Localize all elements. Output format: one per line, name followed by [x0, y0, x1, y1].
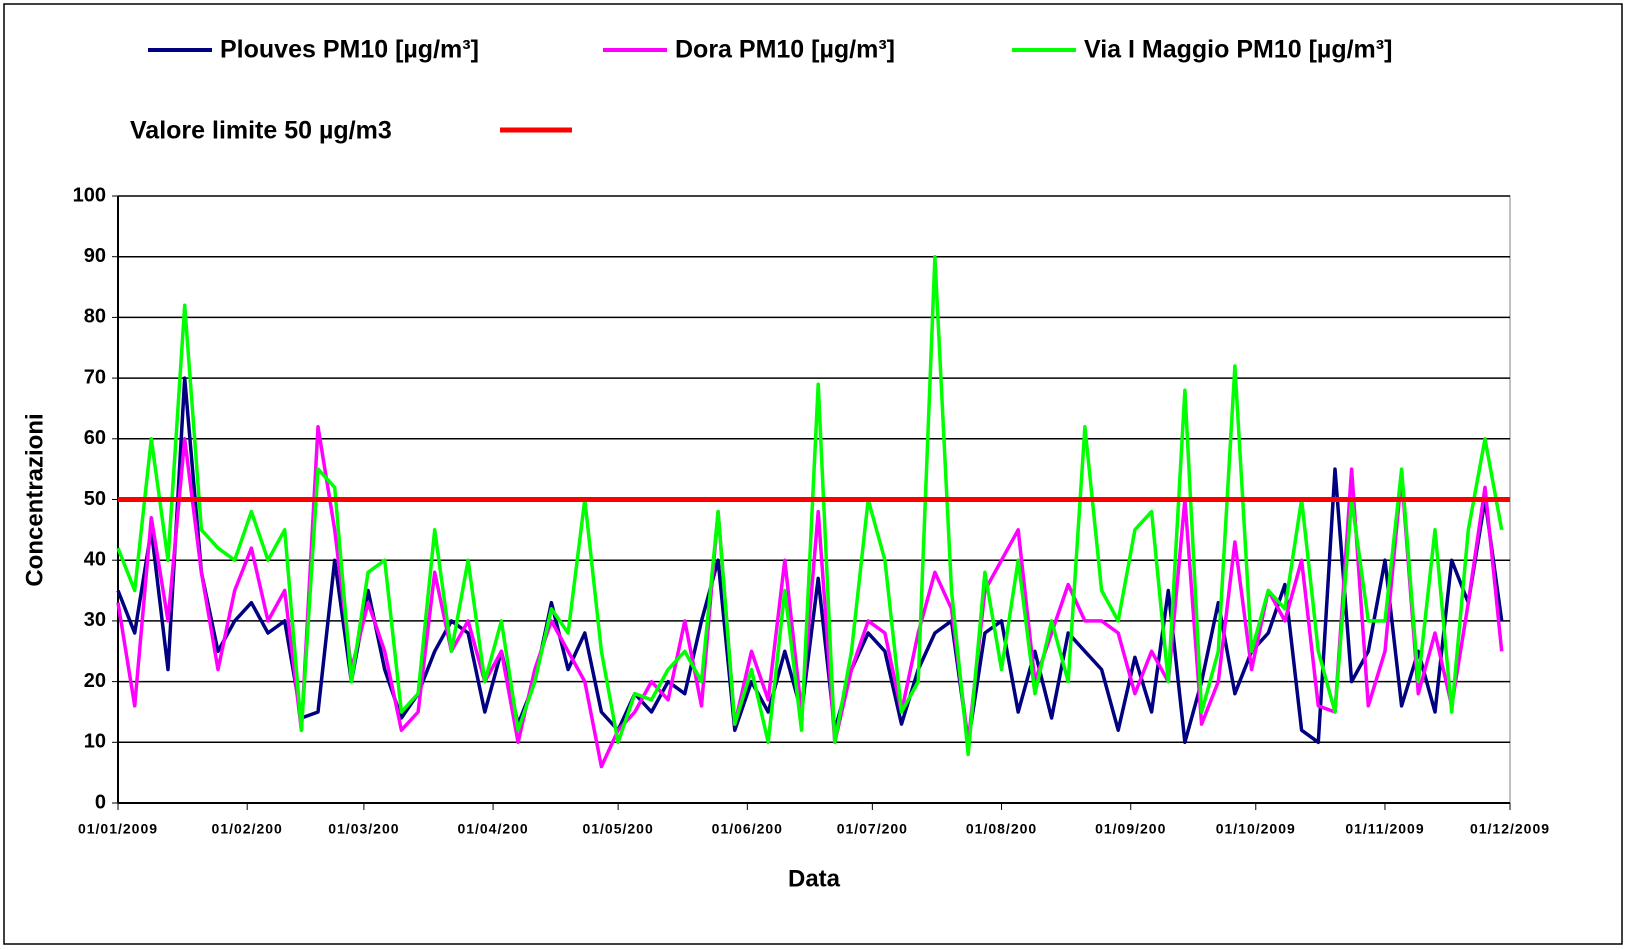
x-axis-label: Data	[788, 865, 841, 892]
y-tick-label: 10	[84, 731, 106, 753]
y-tick-label: 90	[84, 245, 106, 267]
x-tick-label: 01/12/2009	[1470, 821, 1550, 837]
x-tick-label: 01/07/200	[837, 821, 908, 837]
y-tick-label: 70	[84, 366, 106, 388]
y-tick-label: 100	[73, 184, 106, 206]
legend-label: Dora PM10 [µg/m³]	[675, 36, 895, 64]
x-tick-label: 01/01/2009	[78, 821, 158, 837]
x-tick-label: 01/09/200	[1095, 821, 1166, 837]
legend-label: Plouves PM10 [µg/m³]	[220, 36, 479, 64]
x-tick-label: 01/02/200	[212, 821, 283, 837]
y-tick-label: 40	[84, 548, 106, 570]
x-tick-label: 01/05/200	[582, 821, 653, 837]
data-line	[116, 254, 1504, 757]
y-tick-label: 80	[84, 306, 106, 328]
x-tick-label: 01/10/2009	[1216, 821, 1296, 837]
y-tick-label: 0	[95, 791, 106, 813]
x-tick-label: 01/04/200	[457, 821, 528, 837]
y-tick-label: 20	[84, 670, 106, 692]
x-tick-label: 01/03/200	[328, 821, 399, 837]
legend-label: Valore limite 50 µg/m3	[130, 117, 392, 145]
x-tick-label: 01/11/2009	[1345, 821, 1424, 837]
y-axis-label: Concentrazioni	[21, 413, 48, 586]
y-tick-label: 60	[84, 427, 106, 449]
legend-label: Via I Maggio PM10 [µg/m³]	[1084, 36, 1392, 64]
y-tick-label: 30	[84, 609, 106, 631]
x-tick-label: 01/06/200	[712, 821, 783, 837]
y-tick-label: 50	[84, 488, 106, 510]
x-tick-label: 01/08/200	[966, 821, 1037, 837]
